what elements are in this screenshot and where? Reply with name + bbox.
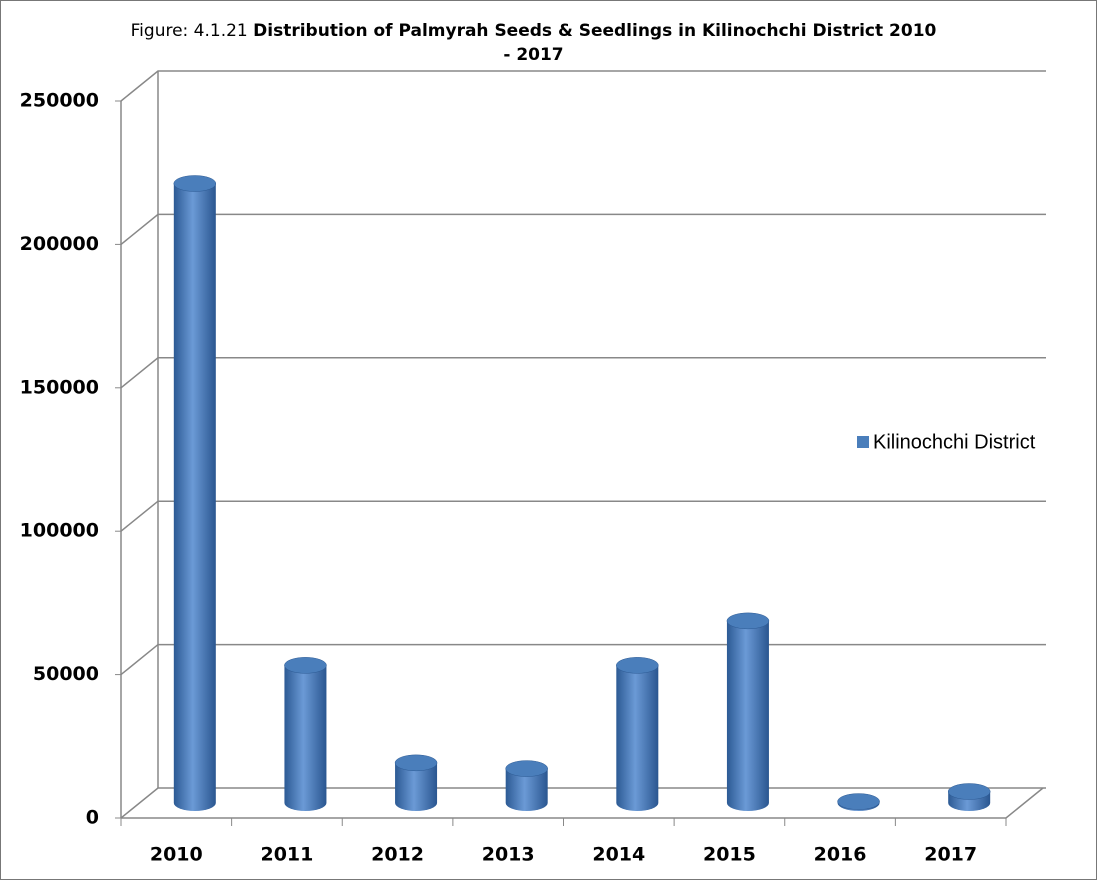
y-tick-label: 50000 <box>33 663 99 685</box>
x-tick-label: 2010 <box>150 844 203 866</box>
legend-swatch <box>857 436 869 448</box>
bar <box>726 620 769 811</box>
y-tick-label: 0 <box>86 807 99 829</box>
y-tick-label: 250000 <box>20 90 99 112</box>
bar-top <box>947 783 991 800</box>
chart-title: Figure: 4.1.21 Distribution of Palmyrah … <box>126 19 941 67</box>
bar-top <box>837 793 880 810</box>
x-tick-label: 2014 <box>592 844 645 866</box>
y-tick-label: 100000 <box>20 520 99 542</box>
x-tick-label: 2012 <box>371 844 424 866</box>
x-tick-label: 2011 <box>260 844 313 866</box>
y-tick-label: 150000 <box>20 376 99 398</box>
bar-top <box>726 612 770 630</box>
bar-top <box>616 657 659 674</box>
bar <box>395 762 438 811</box>
x-tick-label: 2017 <box>924 844 977 866</box>
bar-top <box>284 657 327 674</box>
x-tick-label: 2013 <box>482 844 535 866</box>
bar-top <box>394 754 438 772</box>
figure-label: Figure: 4.1.21 <box>130 21 248 41</box>
grid-line <box>120 787 1046 819</box>
bar-top <box>505 760 548 777</box>
y-tick-label: 200000 <box>20 233 99 255</box>
legend-label: Kilinochchi District <box>873 431 1036 453</box>
bar <box>284 665 327 811</box>
grid-line <box>120 357 1046 389</box>
x-tick-label: 2015 <box>703 844 756 866</box>
bar <box>616 665 659 811</box>
grid-line <box>120 643 1046 676</box>
bar <box>505 768 548 811</box>
x-tick-label: 2016 <box>814 844 867 866</box>
floor-edge <box>121 787 1044 819</box>
grid-line <box>120 213 1046 245</box>
grid-line <box>120 500 1046 532</box>
title-text: Distribution of Palmyrah Seeds & Seedlin… <box>253 21 937 65</box>
bar <box>173 183 216 812</box>
grid-line <box>120 70 1046 102</box>
bar-top <box>173 175 217 192</box>
